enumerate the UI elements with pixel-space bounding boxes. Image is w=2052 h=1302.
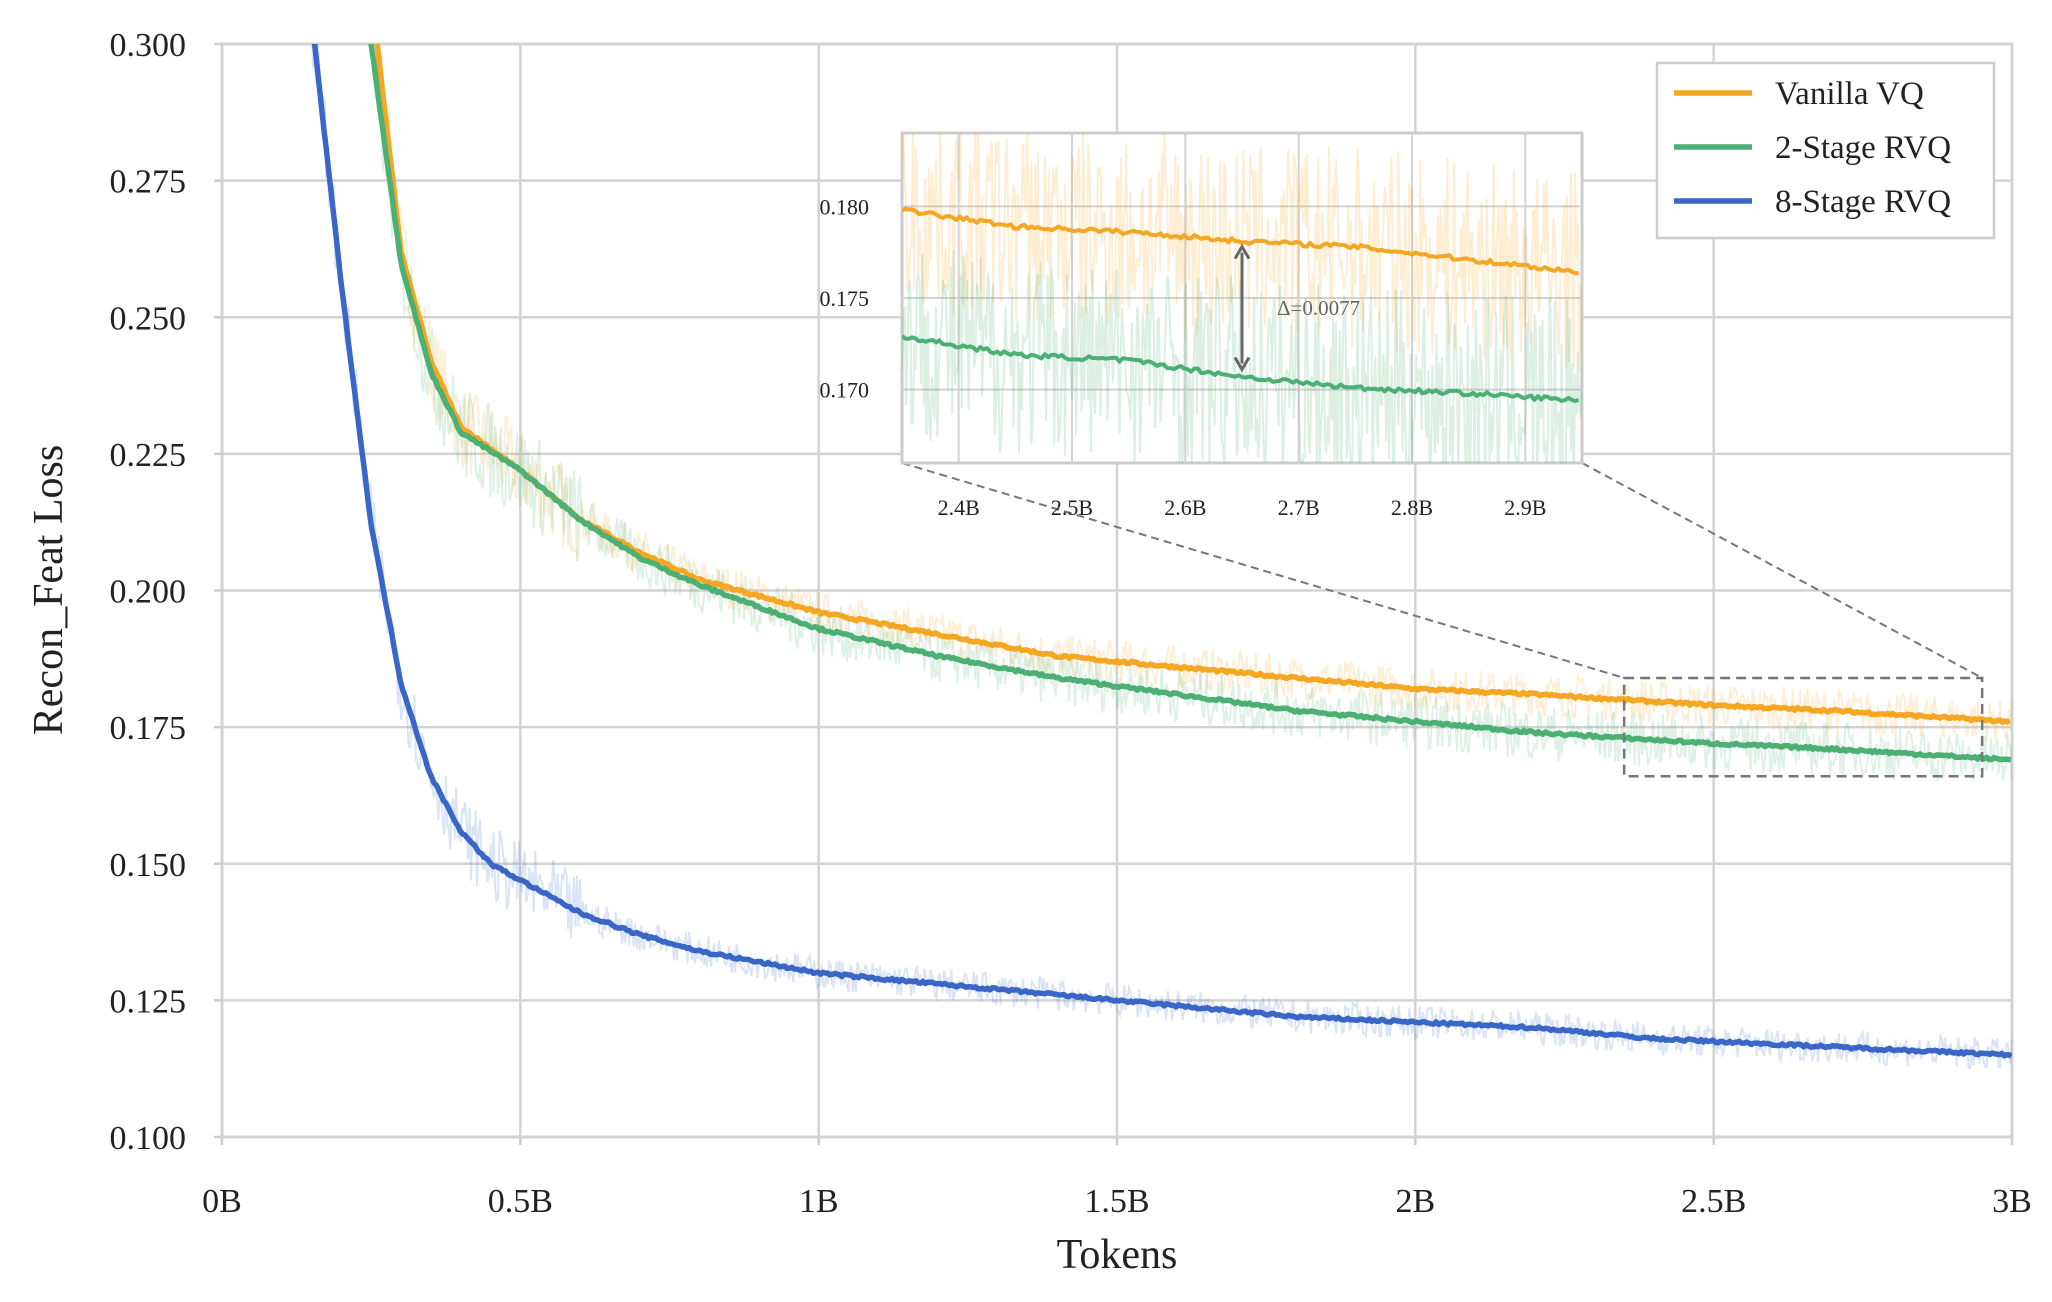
inset-x-tick-label: 2.8B <box>1391 495 1433 520</box>
legend-label-1: 2-Stage RVQ <box>1775 130 1951 166</box>
x-tick-label: 2.5B <box>1681 1183 1746 1220</box>
axis-tick-labels: 0B 0.5B 1B 1.5B 2B 2.5B 3B 0.100 0.125 0.150 0.175… <box>110 27 2032 1220</box>
inset-smoothed-line-1 <box>902 334 1580 403</box>
zoom-connector-left <box>901 462 1625 679</box>
inset-x-tick-label: 2.5B <box>1051 495 1093 520</box>
smoothed-line-0 <box>374 44 2012 725</box>
inset-smoothed-line-0 <box>902 206 1579 276</box>
inset-y-tick-label: 0.180 <box>820 194 870 219</box>
inset-x-tick-label: 2.6B <box>1164 495 1206 520</box>
gap-arrow-down-head <box>1233 356 1251 373</box>
y-tick-label: 0.225 <box>110 437 187 474</box>
y-tick-label: 0.175 <box>110 710 187 747</box>
inset-y-tick-label: 0.170 <box>820 378 870 403</box>
legend: Vanilla VQ 2-Stage RVQ 8-Stage RVQ <box>1655 61 1996 240</box>
gap-annotation-label: Δ=0.0077 <box>1277 296 1360 320</box>
y-tick-label: 0.150 <box>110 847 187 884</box>
zoom-connector-lines <box>901 462 1984 778</box>
legend-label-0: Vanilla VQ <box>1775 76 1924 112</box>
y-axis-label: Recon_Feat Loss <box>26 445 72 735</box>
inset-tick-labels: 2.4B 2.5B 2.6B 2.7B 2.8B 2.9B 0.180 0.175 0.170 <box>820 194 1547 520</box>
x-tick-label: 2B <box>1395 1183 1435 1220</box>
inset-x-tick-label: 2.4B <box>938 495 980 520</box>
x-axis-label: Tokens <box>1057 1232 1178 1278</box>
smoothed-loss-lines <box>311 44 2012 1059</box>
gap-annotation: Δ=0.0077 <box>1233 243 1360 373</box>
y-tick-label: 0.300 <box>110 27 187 64</box>
smoothed-line-1 <box>368 44 2012 763</box>
y-tick-label: 0.275 <box>110 164 187 201</box>
y-tick-label: 0.100 <box>110 1120 187 1157</box>
y-tick-label: 0.125 <box>110 983 187 1020</box>
x-tick-label: 0.5B <box>488 1183 553 1220</box>
zoom-connector-right <box>1581 462 1983 679</box>
inset-raw-line-1 <box>902 250 1582 463</box>
inset-y-tick-label: 0.175 <box>820 286 870 311</box>
zoom-region-box <box>1622 676 1984 778</box>
x-tick-label: 0B <box>202 1183 242 1220</box>
inset-smoothed-lines <box>902 206 1580 403</box>
y-tick-label: 0.200 <box>110 574 187 611</box>
x-tick-label: 1B <box>799 1183 839 1220</box>
legend-label-2: 8-Stage RVQ <box>1775 184 1951 220</box>
y-tick-label: 0.250 <box>110 300 187 337</box>
smoothed-line-2 <box>311 44 2012 1059</box>
inset-x-tick-label: 2.9B <box>1504 495 1546 520</box>
x-tick-label: 1.5B <box>1084 1183 1149 1220</box>
inset-x-tick-label: 2.7B <box>1278 495 1320 520</box>
gap-arrow-up-head <box>1233 243 1251 260</box>
x-tick-label: 3B <box>1992 1183 2032 1220</box>
inset-grid <box>902 133 1582 463</box>
